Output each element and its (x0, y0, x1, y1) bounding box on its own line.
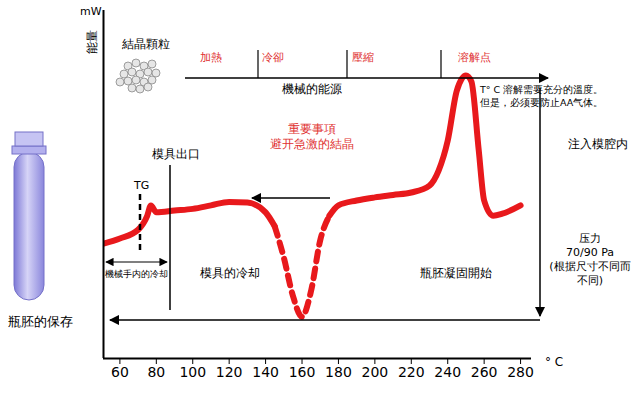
svg-text:200: 200 (362, 364, 389, 380)
svg-text:240: 240 (434, 364, 461, 380)
svg-text:瓶胚凝固開始: 瓶胚凝固開始 (420, 266, 492, 280)
svg-text:避开急激的結晶: 避开急激的結晶 (270, 137, 354, 151)
svg-text:100: 100 (179, 364, 206, 380)
svg-text:260: 260 (471, 364, 498, 380)
svg-text:180: 180 (325, 364, 352, 380)
svg-text:冷卻: 冷卻 (262, 51, 284, 64)
svg-text:不同): 不同) (577, 274, 603, 287)
svg-text:模具的冷却: 模具的冷却 (200, 266, 260, 280)
svg-text:(根据尺寸不同而: (根据尺寸不同而 (549, 260, 630, 273)
svg-text:加熱: 加熱 (200, 51, 222, 64)
svg-text:機械的能源: 機械的能源 (282, 82, 342, 96)
svg-text:但是，必须要防止AA气体。: 但是，必须要防止AA气体。 (480, 97, 603, 108)
svg-text:壓縮: 壓縮 (352, 51, 374, 64)
svg-text:70/90 Pa: 70/90 Pa (566, 246, 614, 259)
svg-text:120: 120 (216, 364, 243, 380)
svg-text:能量: 能量 (85, 30, 99, 54)
svg-text:注入模腔内: 注入模腔内 (568, 137, 628, 151)
svg-text:220: 220 (398, 364, 425, 380)
svg-text:160: 160 (289, 364, 316, 380)
svg-text:280: 280 (507, 364, 534, 380)
svg-text:瓶胚的保存: 瓶胚的保存 (8, 314, 73, 329)
svg-text:T° C 溶解需要充分的溫度。: T° C 溶解需要充分的溫度。 (479, 84, 603, 95)
svg-text:模具出口: 模具出口 (152, 147, 200, 161)
svg-text:压力: 压力 (579, 232, 601, 245)
svg-text:mW: mW (80, 5, 102, 18)
svg-text:溶解点: 溶解点 (458, 51, 491, 64)
svg-text:80: 80 (147, 364, 165, 380)
svg-text:140: 140 (252, 364, 279, 380)
svg-text:TG: TG (133, 179, 149, 192)
svg-text:° C: ° C (545, 355, 563, 369)
svg-text:結晶顆粒: 結晶顆粒 (121, 37, 170, 51)
svg-text:60: 60 (111, 364, 129, 380)
svg-text:機械手内的冷却: 機械手内的冷却 (105, 269, 168, 279)
svg-text:重要事項: 重要事項 (288, 122, 336, 136)
